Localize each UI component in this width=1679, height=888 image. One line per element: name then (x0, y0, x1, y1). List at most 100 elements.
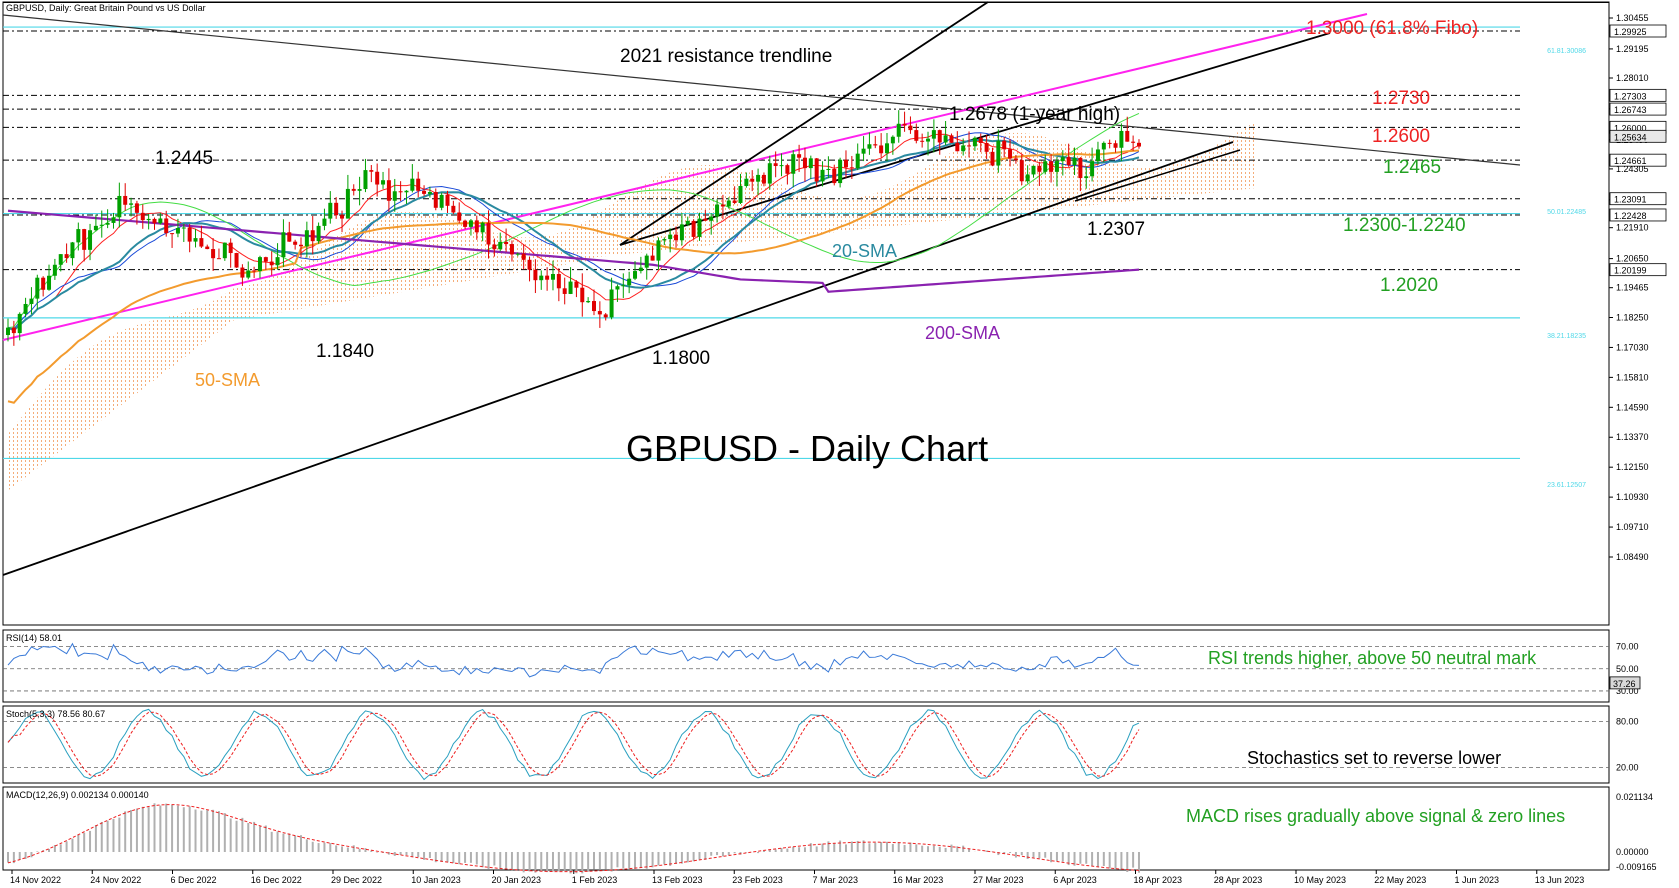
level-1-2300-1-2240-label: 1.2300-1.2240 (1343, 215, 1466, 236)
candle-body (937, 130, 942, 143)
candle-body (638, 267, 643, 272)
price-tag-box (1609, 153, 1667, 167)
candle-body (58, 254, 63, 265)
candle-body (269, 261, 274, 266)
candle-body (802, 157, 807, 169)
main-plot-layer (2, 1, 1521, 576)
candle-body (955, 142, 960, 152)
candle-body (158, 218, 163, 224)
price-tick-label: 1.20650 (1616, 254, 1649, 264)
price-tag-box (1609, 102, 1667, 116)
rsi-tag-label: 37.26 (1613, 679, 1636, 689)
date-tick-label: 10 May 2023 (1294, 875, 1346, 885)
candle-body (304, 230, 309, 247)
candle-body (222, 242, 227, 259)
candle-body (275, 257, 280, 266)
candle-body (93, 225, 98, 231)
fibo-61-8-label: 61.81.30086 (1547, 48, 1586, 55)
candle-body (668, 234, 673, 240)
candle-body (416, 178, 421, 191)
candle-body (422, 190, 427, 194)
sma200-line (7, 209, 1140, 293)
candle-body (392, 191, 397, 201)
candle-body (592, 301, 596, 312)
candle-body (908, 125, 913, 131)
candle-body (1008, 149, 1013, 159)
candle-body (216, 258, 221, 260)
candle-body (972, 137, 977, 147)
date-tick-label: 23 Feb 2023 (732, 875, 783, 885)
price-tag-box (1609, 192, 1667, 206)
rsi-tag-box (1609, 676, 1641, 690)
date-tick-label: 18 Apr 2023 (1134, 875, 1183, 885)
swing-1-1840-label: 1.1840 (316, 341, 374, 362)
main-panel-frame (2, 1, 1610, 626)
stoch-tick-label: 20.00 (1616, 763, 1639, 773)
candle-body (814, 158, 819, 182)
candle-body (750, 178, 755, 182)
candle-body (105, 222, 110, 225)
candle-body (246, 270, 251, 278)
candle-body (340, 215, 345, 219)
candle-body (170, 233, 175, 235)
fibo-23-6-label: 23.61.12507 (1547, 482, 1586, 489)
candle-body (873, 144, 878, 146)
candle-body (334, 202, 339, 216)
candle-body (615, 286, 620, 290)
channel-upper-line (619, 1, 989, 246)
short-term-support-line (1074, 149, 1241, 202)
candle-body (902, 123, 907, 126)
date-tick-label: 10 Jan 2023 (411, 875, 461, 885)
candle-body (662, 239, 667, 241)
candle-body (363, 170, 368, 190)
price-tick-label: 1.10930 (1616, 492, 1649, 502)
candle-body (674, 234, 679, 241)
candle-body (299, 244, 303, 247)
candle-body (52, 264, 57, 276)
candle-body (580, 287, 585, 303)
candle-body (1072, 157, 1077, 166)
price-tick-label: 1.14590 (1616, 402, 1649, 412)
candle-body (1019, 160, 1024, 182)
candle-body (1131, 141, 1136, 143)
candle-body (17, 313, 22, 334)
candle-body (767, 163, 772, 184)
candle-body (1025, 174, 1030, 182)
candle-body (1066, 157, 1071, 166)
candle-body (240, 267, 245, 278)
candle-body (35, 277, 40, 299)
date-tick-label: 24 Nov 2022 (90, 875, 141, 885)
candle-body (99, 224, 104, 226)
candle-body (855, 153, 860, 169)
rsi-line (7, 642, 1139, 678)
fibo-50-label: 50.01.22485 (1547, 209, 1586, 216)
candle-body (64, 254, 69, 259)
rsi-tick-label: 70.00 (1616, 642, 1639, 652)
candle-body (263, 257, 268, 262)
candle-body (310, 230, 315, 242)
candle-body (650, 255, 655, 261)
candle-body (1060, 157, 1065, 162)
candle-body (427, 192, 432, 194)
candle-body (943, 135, 948, 143)
candle-body (468, 220, 473, 227)
candle-body (568, 281, 573, 294)
candle-body (738, 185, 743, 203)
stoch-tick-label: 80.00 (1616, 716, 1639, 726)
candle-body (322, 218, 327, 226)
date-tick-label: 6 Apr 2023 (1053, 875, 1097, 885)
price-tag-box (1609, 88, 1667, 102)
candle-body (316, 225, 321, 242)
candle-body (1119, 130, 1124, 148)
stoch-note: Stochastics set to reverse lower (1247, 748, 1501, 768)
candle-body (70, 242, 75, 259)
rsi-tick-label: 50.00 (1616, 664, 1639, 674)
candle-body (1113, 143, 1118, 148)
date-tick-label: 6 Dec 2022 (171, 875, 217, 885)
candle-body (685, 220, 690, 225)
candle-body (480, 222, 485, 233)
candle-body (293, 241, 298, 245)
candle-body (23, 303, 28, 314)
candle-body (574, 281, 579, 288)
price-tick-label: 1.13370 (1616, 432, 1649, 442)
